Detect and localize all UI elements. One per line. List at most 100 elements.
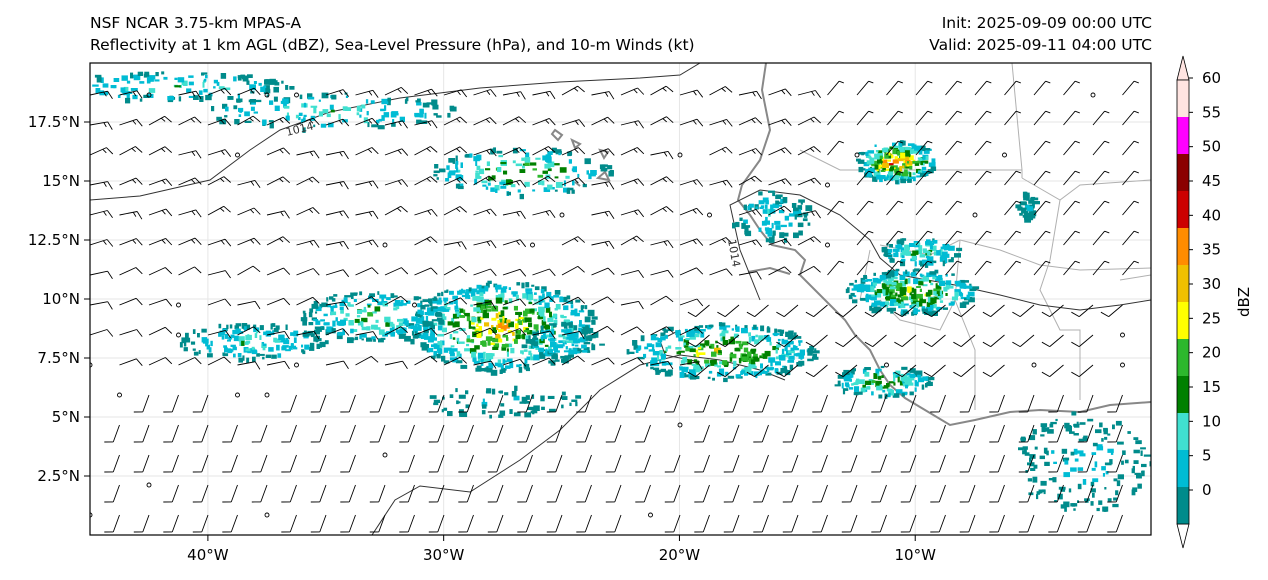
reflectivity-cell (869, 157, 875, 164)
reflectivity-cell (860, 297, 867, 301)
reflectivity-cell (777, 329, 782, 333)
wind-barb (1107, 394, 1123, 413)
reflectivity-cell (854, 279, 857, 283)
colorbar-segment (1177, 450, 1189, 487)
reflectivity-cell (728, 339, 735, 345)
reflectivity-cell (431, 319, 438, 322)
reflectivity-cell (453, 170, 460, 173)
wind-barb (399, 514, 415, 533)
reflectivity-cell (733, 360, 737, 367)
reflectivity-cell (904, 244, 909, 251)
reflectivity-cell (925, 244, 931, 247)
reflectivity-cell (744, 227, 749, 232)
reflectivity-cell (945, 274, 948, 277)
reflectivity-cell (931, 162, 936, 167)
reflectivity-cell (748, 363, 751, 368)
reflectivity-cell (424, 304, 430, 307)
reflectivity-cell (385, 322, 390, 327)
reflectivity-cell (725, 325, 731, 328)
reflectivity-cell (342, 329, 345, 336)
reflectivity-cell (434, 164, 439, 169)
reflectivity-cell (1091, 452, 1097, 455)
reflectivity-cell (843, 388, 849, 391)
reflectivity-cell (686, 331, 692, 337)
wind-barb (953, 304, 976, 317)
reflectivity-cell (477, 316, 482, 322)
reflectivity-cell (551, 329, 555, 334)
reflectivity-cell (880, 301, 886, 307)
reflectivity-cell (427, 337, 434, 343)
reflectivity-cell (363, 117, 368, 124)
reflectivity-cell (848, 294, 853, 300)
reflectivity-cell (877, 150, 883, 155)
reflectivity-cell (556, 344, 564, 349)
colorbar-tick-label: 20 (1202, 344, 1221, 362)
reflectivity-cell (691, 363, 697, 366)
wind-barb (325, 240, 349, 250)
reflectivity-cell (102, 83, 109, 88)
wind-barb (620, 147, 645, 156)
reflectivity-cell (571, 399, 578, 402)
reflectivity-cell (447, 112, 451, 118)
reflectivity-cell (570, 300, 574, 304)
reflectivity-cell (900, 375, 906, 382)
reflectivity-cell (464, 312, 470, 317)
reflectivity-cell (724, 364, 729, 367)
wind-barb (974, 80, 992, 96)
reflectivity-cell (285, 85, 289, 90)
wind-barb (281, 514, 297, 533)
reflectivity-cell (254, 333, 258, 338)
reflectivity-cell (371, 324, 377, 330)
reflectivity-cell (570, 309, 578, 316)
reflectivity-cell (909, 243, 915, 247)
reflectivity-cell (936, 285, 940, 289)
reflectivity-cell (298, 112, 303, 116)
wind-barb (1012, 304, 1035, 317)
reflectivity-cell (548, 338, 553, 341)
wind-barb (561, 236, 585, 246)
reflectivity-cell (274, 80, 278, 83)
colorbar-tick-label: 25 (1202, 309, 1221, 327)
wind-barb (1041, 334, 1064, 347)
reflectivity-cell (512, 147, 518, 154)
wind-barb (768, 266, 792, 276)
reflectivity-cell (412, 334, 419, 339)
reflectivity-cell (695, 367, 700, 373)
wind-barb (1012, 334, 1035, 347)
reflectivity-cell (386, 297, 391, 301)
reflectivity-cell (897, 241, 903, 244)
reflectivity-cell (864, 367, 871, 371)
reflectivity-cell (1109, 459, 1113, 465)
reflectivity-cell (366, 111, 369, 116)
wind-barb (591, 148, 615, 156)
reflectivity-cell (912, 176, 916, 182)
wind-barb (443, 265, 467, 276)
wind-barb (207, 270, 231, 279)
reflectivity-cell (529, 308, 535, 313)
reflectivity-cell (879, 384, 882, 387)
colorbar-frame (1176, 79, 1190, 525)
reflectivity-cell (1038, 489, 1043, 494)
reflectivity-cell (237, 77, 242, 81)
reflectivity-cell (130, 72, 134, 79)
reflectivity-cell (882, 163, 889, 168)
wind-barb (687, 364, 710, 377)
reflectivity-cell (213, 86, 216, 89)
reflectivity-cell (1019, 212, 1023, 216)
reflectivity-cell (505, 365, 511, 369)
wind-barb (650, 326, 674, 336)
wind-barb (355, 180, 379, 189)
wind-barb (399, 424, 415, 443)
wind-barb (797, 177, 822, 186)
reflectivity-cell (913, 278, 919, 285)
reflectivity-cell (549, 296, 554, 302)
reflectivity-cell (492, 353, 495, 357)
reflectivity-cell (313, 107, 317, 114)
y-tick-label: 10°N (42, 290, 80, 308)
reflectivity-cell (393, 307, 398, 311)
reflectivity-cell (922, 248, 927, 253)
reflectivity-cell (911, 160, 918, 164)
reflectivity-cell (735, 340, 742, 344)
reflectivity-cell (1021, 202, 1027, 206)
reflectivity-cell (432, 104, 439, 110)
